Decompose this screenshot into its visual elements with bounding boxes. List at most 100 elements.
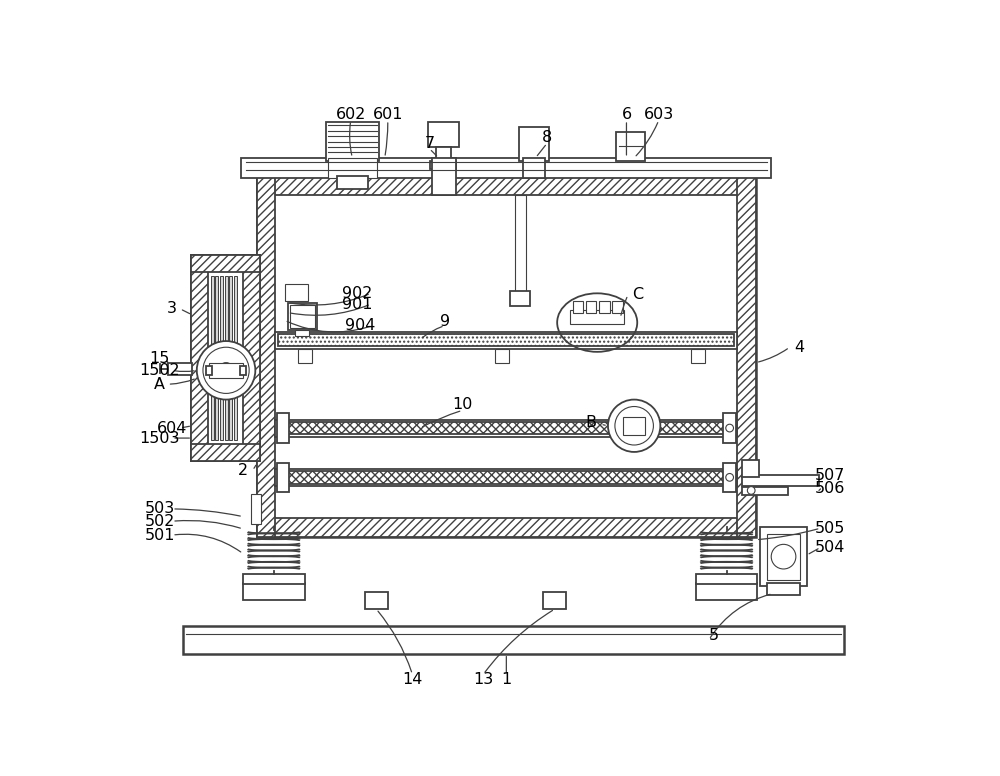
Text: 601: 601 bbox=[373, 107, 403, 122]
Bar bbox=[495, 348, 509, 362]
Text: 506: 506 bbox=[815, 481, 845, 497]
Bar bbox=[428, 123, 459, 147]
Text: 502: 502 bbox=[145, 514, 175, 528]
Bar bbox=[519, 127, 549, 161]
Bar bbox=[241, 158, 771, 178]
Bar bbox=[225, 275, 228, 441]
Circle shape bbox=[726, 473, 733, 481]
Bar bbox=[234, 275, 237, 441]
Bar bbox=[510, 291, 530, 307]
Circle shape bbox=[726, 424, 733, 432]
Bar bbox=[183, 626, 844, 653]
Text: 13: 13 bbox=[473, 672, 493, 688]
Bar bbox=[742, 475, 819, 486]
Bar bbox=[760, 528, 807, 586]
Text: 6: 6 bbox=[621, 107, 632, 122]
Bar bbox=[742, 459, 759, 476]
Text: 501: 501 bbox=[145, 528, 175, 542]
Bar bbox=[326, 123, 379, 161]
Text: A: A bbox=[154, 376, 165, 392]
Text: 5: 5 bbox=[709, 628, 719, 643]
Circle shape bbox=[197, 341, 255, 400]
Text: 901: 901 bbox=[342, 296, 372, 312]
Circle shape bbox=[628, 420, 640, 432]
Bar bbox=[277, 462, 289, 492]
Bar bbox=[191, 255, 260, 461]
Bar bbox=[275, 420, 737, 437]
Text: 1502: 1502 bbox=[140, 363, 180, 378]
Bar bbox=[696, 573, 757, 584]
Bar bbox=[240, 365, 246, 375]
Text: 14: 14 bbox=[402, 672, 423, 688]
Bar bbox=[285, 284, 308, 301]
Bar bbox=[243, 573, 305, 584]
Bar bbox=[586, 301, 596, 314]
Text: 507: 507 bbox=[815, 467, 845, 483]
Bar bbox=[523, 158, 545, 178]
Bar bbox=[337, 176, 368, 189]
Text: 1: 1 bbox=[501, 672, 511, 688]
Text: 505: 505 bbox=[815, 521, 845, 535]
Circle shape bbox=[771, 544, 796, 569]
Text: 10: 10 bbox=[452, 397, 473, 413]
Text: 15: 15 bbox=[150, 352, 170, 366]
Bar bbox=[278, 334, 734, 346]
Bar bbox=[612, 301, 623, 314]
Text: 8: 8 bbox=[542, 130, 552, 145]
Bar bbox=[257, 176, 756, 195]
Bar bbox=[243, 583, 305, 600]
Text: 4: 4 bbox=[794, 340, 804, 355]
Bar bbox=[243, 255, 260, 461]
Bar bbox=[278, 471, 734, 483]
Bar bbox=[599, 301, 610, 314]
Text: 904: 904 bbox=[345, 318, 375, 333]
Bar bbox=[206, 365, 212, 375]
Bar bbox=[278, 422, 734, 435]
Text: 1503: 1503 bbox=[140, 431, 180, 445]
Bar bbox=[191, 444, 260, 461]
Bar bbox=[767, 583, 800, 595]
Bar bbox=[298, 348, 312, 362]
Bar bbox=[191, 255, 208, 461]
Bar bbox=[737, 176, 756, 537]
Text: 504: 504 bbox=[815, 540, 845, 555]
Bar bbox=[543, 592, 566, 609]
Bar bbox=[251, 494, 261, 525]
Circle shape bbox=[747, 487, 755, 494]
Bar bbox=[295, 331, 309, 337]
Bar bbox=[430, 161, 456, 168]
Text: 503: 503 bbox=[145, 501, 175, 516]
Bar bbox=[229, 275, 232, 441]
Bar bbox=[623, 417, 645, 435]
Bar bbox=[288, 303, 317, 331]
Bar bbox=[275, 469, 737, 486]
Bar bbox=[275, 332, 737, 348]
Bar bbox=[257, 176, 275, 537]
Bar bbox=[209, 362, 243, 378]
Circle shape bbox=[218, 362, 234, 378]
Bar bbox=[573, 301, 583, 314]
Bar bbox=[290, 305, 315, 328]
Bar bbox=[616, 132, 645, 161]
Text: 603: 603 bbox=[644, 107, 674, 122]
Text: 2: 2 bbox=[238, 463, 248, 478]
Bar bbox=[432, 158, 456, 195]
Text: 7: 7 bbox=[424, 136, 434, 151]
Bar bbox=[191, 255, 260, 272]
Bar bbox=[328, 158, 377, 178]
Text: B: B bbox=[586, 415, 597, 430]
Bar bbox=[723, 414, 736, 442]
Text: 902: 902 bbox=[342, 286, 372, 301]
Bar bbox=[215, 275, 218, 441]
Text: 3: 3 bbox=[167, 301, 177, 317]
Bar bbox=[168, 362, 192, 375]
Bar bbox=[365, 592, 388, 609]
Bar bbox=[436, 147, 451, 162]
Bar bbox=[696, 583, 757, 600]
Bar bbox=[515, 195, 526, 295]
Bar bbox=[570, 310, 624, 324]
Circle shape bbox=[608, 400, 660, 452]
Bar bbox=[742, 487, 788, 495]
Text: 9: 9 bbox=[440, 314, 450, 328]
Bar bbox=[767, 534, 800, 580]
